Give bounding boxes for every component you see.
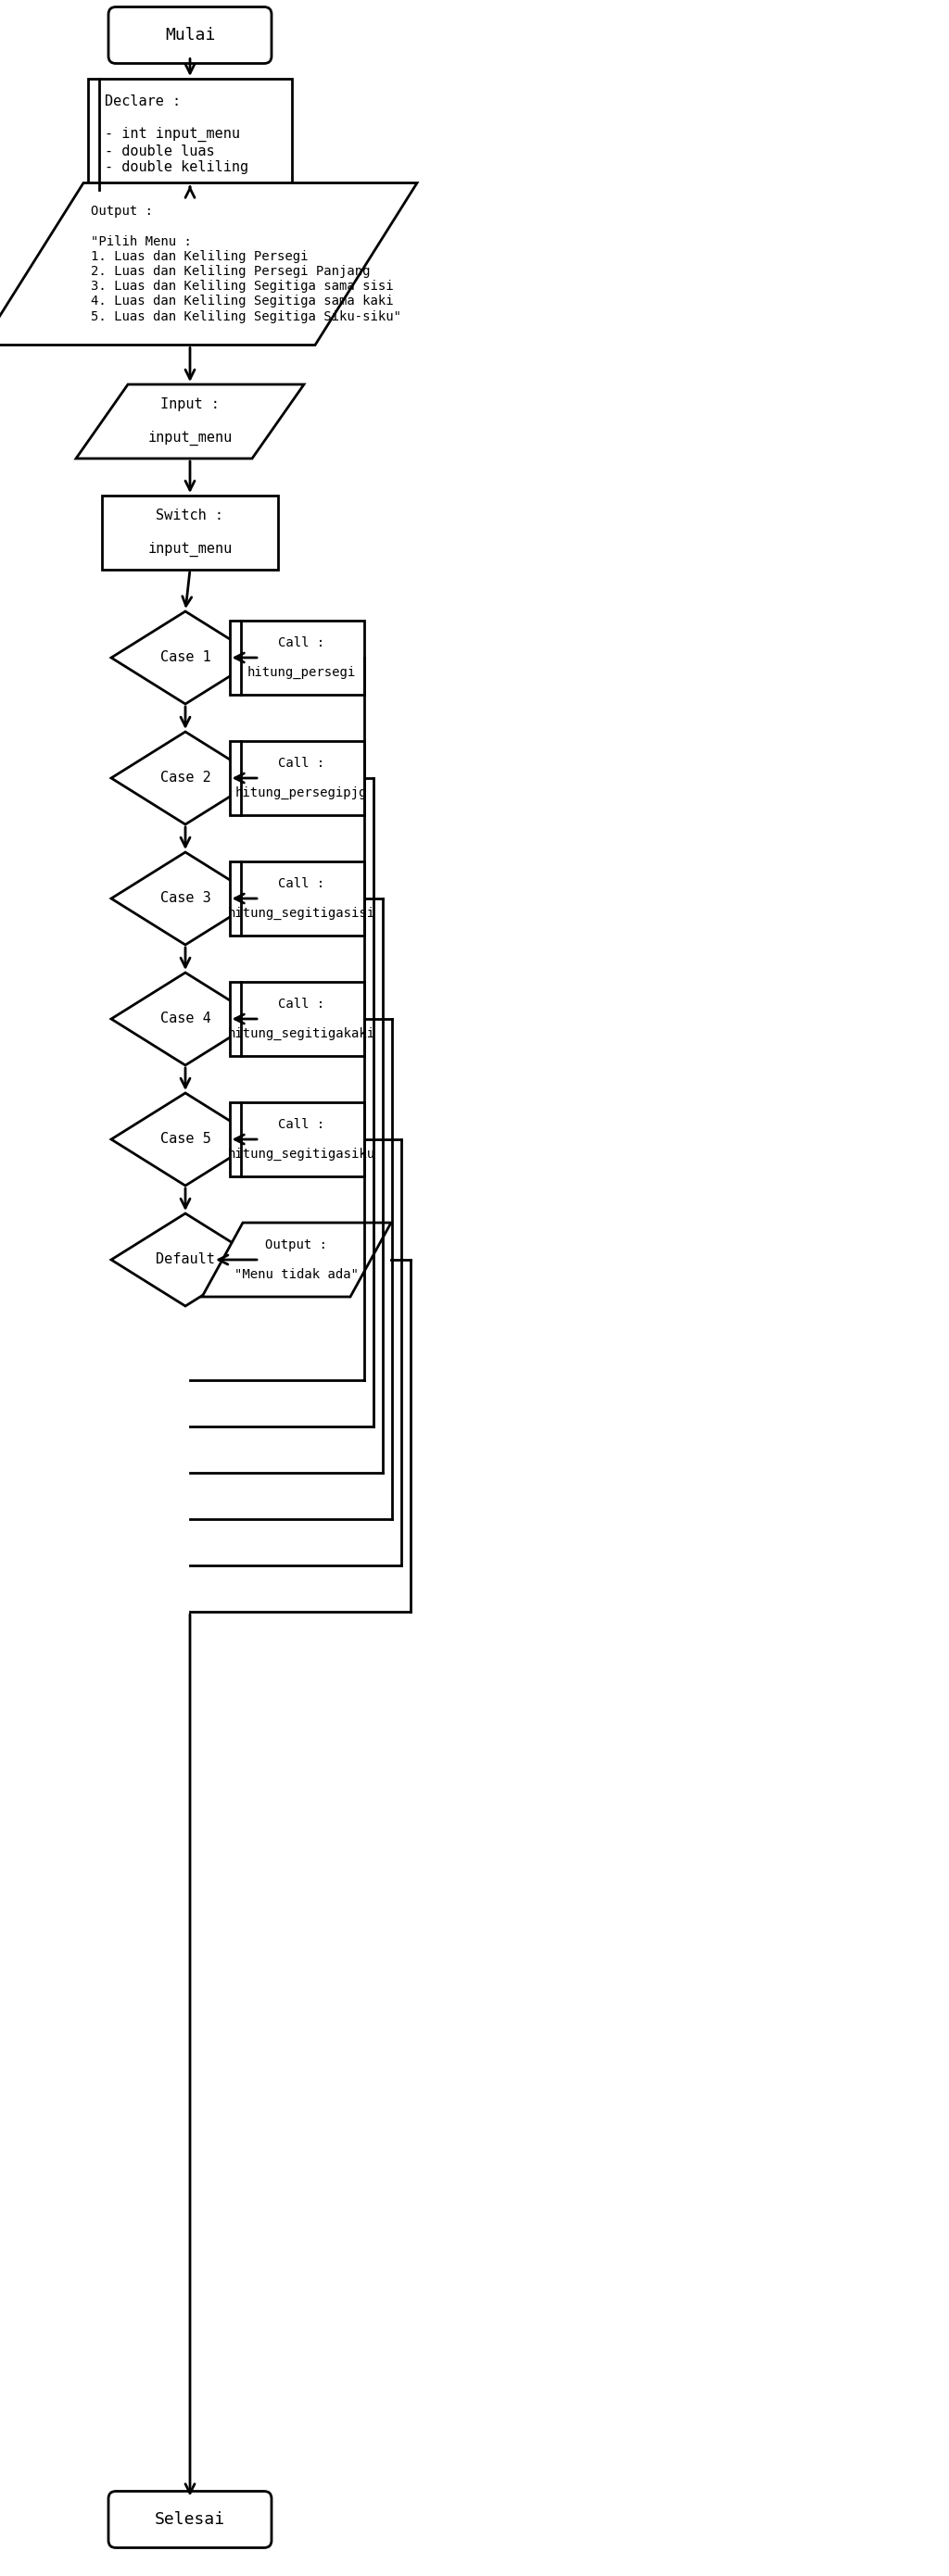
Bar [230, 621, 363, 696]
Text: Input :

input_menu: Input : input_menu [148, 397, 233, 446]
Bar [230, 742, 363, 814]
Polygon shape [111, 732, 259, 824]
Text: Call :

hitung_segitigasiku: Call : hitung_segitigasiku [228, 1118, 375, 1162]
Polygon shape [202, 1224, 391, 1296]
Text: Mulai: Mulai [165, 26, 215, 44]
Text: Case 4: Case 4 [160, 1012, 211, 1025]
Polygon shape [111, 611, 259, 703]
Text: Output :

"Pilih Menu :
1. Luas dan Keliling Persegi
2. Luas dan Keliling Perseg: Output : "Pilih Menu : 1. Luas dan Kelil… [91, 206, 401, 322]
FancyBboxPatch shape [108, 2491, 271, 2548]
Text: Declare :

- int input_menu
- double luas
- double keliling: Declare : - int input_menu - double luas… [104, 95, 249, 175]
Text: Call :

hitung_segitigakaki: Call : hitung_segitigakaki [228, 997, 375, 1041]
Text: Default: Default [156, 1252, 215, 1267]
Bar [230, 1103, 363, 1177]
Polygon shape [111, 1092, 259, 1185]
Text: Call :

hitung_segitigasisi: Call : hitung_segitigasisi [228, 876, 375, 920]
Polygon shape [111, 974, 259, 1066]
Polygon shape [0, 183, 417, 345]
Text: Call :

hitung_persegipjg: Call : hitung_persegipjg [235, 757, 367, 799]
Text: Case 5: Case 5 [160, 1133, 211, 1146]
Polygon shape [111, 853, 259, 945]
Polygon shape [111, 1213, 259, 1306]
Polygon shape [76, 384, 304, 459]
Bar [88, 80, 292, 191]
Text: Selesai: Selesai [155, 2512, 225, 2527]
Bar [230, 860, 363, 935]
Bar [102, 495, 278, 569]
Text: Case 1: Case 1 [160, 652, 211, 665]
Bar [230, 981, 363, 1056]
FancyBboxPatch shape [108, 8, 271, 64]
Text: Case 2: Case 2 [160, 770, 211, 786]
Text: Switch :

input_menu: Switch : input_menu [148, 510, 233, 556]
Text: Case 3: Case 3 [160, 891, 211, 904]
Text: Output :

"Menu tidak ada": Output : "Menu tidak ada" [234, 1239, 359, 1280]
Text: Call :

hitung_persegi: Call : hitung_persegi [247, 636, 356, 680]
